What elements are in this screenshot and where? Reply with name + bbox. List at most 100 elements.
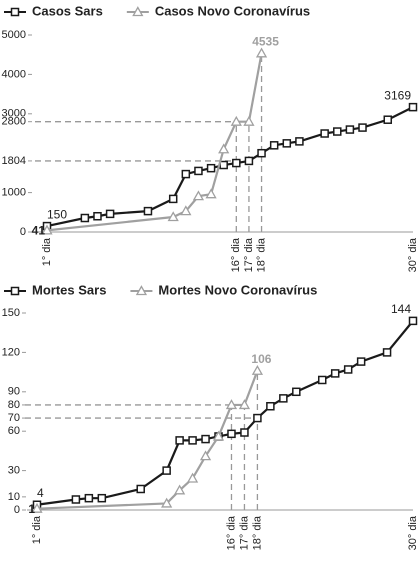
marker xyxy=(212,430,225,441)
data-label: 150 xyxy=(47,207,67,221)
data-label: 3169 xyxy=(384,88,411,102)
x-tick-label: 1° dia xyxy=(41,237,53,266)
marker xyxy=(132,6,144,17)
y-tick-label: 4000 xyxy=(2,68,26,80)
marker xyxy=(317,375,327,385)
marker xyxy=(167,211,179,222)
marker xyxy=(10,286,20,296)
marker xyxy=(243,115,255,126)
marker xyxy=(244,156,254,166)
marker xyxy=(175,436,184,445)
x-tick-label: 16° dia xyxy=(230,237,242,272)
y-tick-label: 2800 xyxy=(2,116,26,128)
y-tick-label: 10 xyxy=(8,491,20,503)
marker xyxy=(356,357,366,366)
marker xyxy=(266,401,275,411)
legend-label: Casos Sars xyxy=(32,3,103,18)
y-tick-label: 0 xyxy=(20,226,26,238)
marker xyxy=(345,125,355,134)
marker xyxy=(232,158,241,168)
marker xyxy=(186,472,199,483)
marker xyxy=(218,143,230,154)
y-tick-label: 5000 xyxy=(2,29,26,41)
marker xyxy=(279,394,288,403)
marker xyxy=(343,365,353,374)
y-tick-label: 60 xyxy=(8,425,20,437)
x-tick-label: 18° dia xyxy=(255,237,267,272)
marker xyxy=(180,205,192,216)
marker xyxy=(225,399,238,410)
series-line xyxy=(46,53,263,232)
marker xyxy=(269,141,279,150)
marker xyxy=(71,495,81,504)
x-tick-label: 17° dia xyxy=(238,515,250,550)
x-tick-label: 16° dia xyxy=(225,515,237,550)
marker xyxy=(41,224,53,235)
marker xyxy=(10,7,20,17)
y-tick-label: 30 xyxy=(8,465,20,477)
data-label: 4 xyxy=(37,486,44,500)
y-tick-label: 150 xyxy=(2,307,20,319)
marker xyxy=(93,211,102,221)
marker xyxy=(383,115,393,124)
marker xyxy=(282,139,292,148)
marker xyxy=(227,429,236,439)
data-label: 144 xyxy=(391,302,411,316)
marker xyxy=(105,209,115,219)
legend-label: Casos Novo Coronavírus xyxy=(155,3,310,18)
marker xyxy=(135,285,148,296)
marker xyxy=(330,369,340,378)
marker xyxy=(31,502,43,513)
marker xyxy=(199,450,212,461)
marker xyxy=(143,206,153,216)
marker xyxy=(238,399,251,410)
marker xyxy=(168,194,178,204)
marker xyxy=(295,137,304,146)
marker xyxy=(240,428,249,437)
series-line xyxy=(46,106,414,228)
x-tick-label: 18° dia xyxy=(251,515,263,550)
y-tick-label: 1000 xyxy=(2,187,26,199)
marker xyxy=(206,163,216,173)
marker xyxy=(194,166,203,176)
marker xyxy=(230,115,242,126)
data-label: 1 xyxy=(28,502,35,516)
y-tick-label: 0 xyxy=(14,504,20,516)
y-tick-label: 1804 xyxy=(2,155,26,167)
marker xyxy=(358,123,367,132)
x-tick-label: 30° dia xyxy=(407,237,418,272)
y-tick-label: 120 xyxy=(2,346,20,358)
marker xyxy=(257,148,266,158)
y-tick-label: 80 xyxy=(8,399,20,411)
x-tick-label: 1° dia xyxy=(31,515,43,544)
marker xyxy=(255,47,268,58)
data-label: 106 xyxy=(251,352,271,366)
marker xyxy=(320,129,329,138)
marker xyxy=(219,160,228,170)
x-tick-label: 17° dia xyxy=(243,237,255,272)
marker xyxy=(292,387,301,397)
marker xyxy=(181,169,191,179)
legend-label: Mortes Novo Coronavírus xyxy=(158,282,317,297)
marker xyxy=(162,466,171,475)
marker xyxy=(174,484,186,495)
data-label: 4535 xyxy=(252,34,279,48)
marker xyxy=(136,484,145,494)
series-line xyxy=(36,370,259,510)
marker xyxy=(251,364,264,375)
marker xyxy=(201,434,210,444)
marker xyxy=(382,348,392,357)
y-tick-label: 70 xyxy=(8,412,20,424)
marker xyxy=(188,436,197,445)
marker xyxy=(80,213,90,223)
series-line xyxy=(36,320,414,506)
y-tick-label: 90 xyxy=(8,386,20,398)
legend-label: Mortes Sars xyxy=(32,282,106,297)
marker xyxy=(192,190,205,201)
marker xyxy=(205,188,217,199)
marker xyxy=(97,493,107,503)
marker xyxy=(333,127,342,136)
data-label: 41 xyxy=(32,224,46,238)
